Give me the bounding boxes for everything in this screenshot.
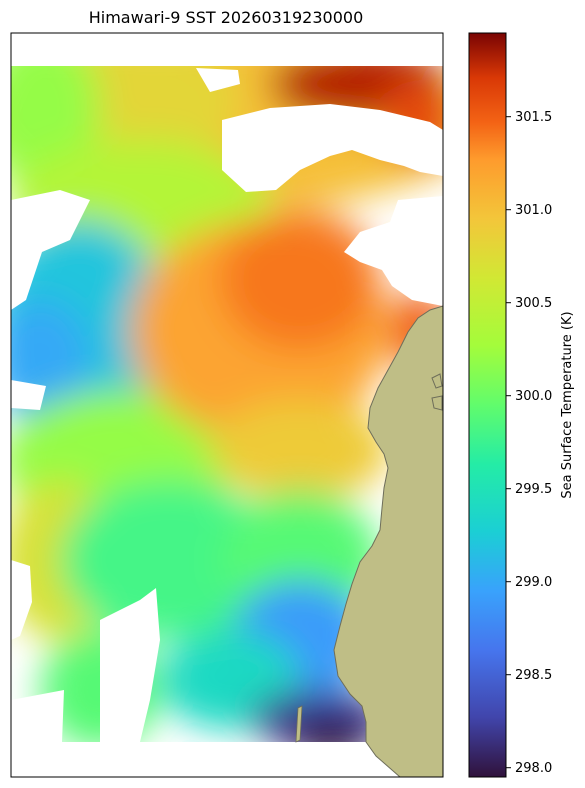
- chart-title: Himawari-9 SST 20260319230000: [89, 8, 364, 27]
- island-2: [431, 395, 443, 411]
- colorbar-gradient: [469, 33, 506, 777]
- colorbar-frame: [468, 32, 507, 778]
- colorbar-tick-label: 299.0: [515, 575, 552, 590]
- colorbar-tick-label: 300.5: [515, 296, 552, 311]
- colorbar-label: Sea Surface Temperature (K): [560, 311, 575, 498]
- colorbar-tick-label: 298.5: [515, 668, 552, 683]
- island: [431, 373, 443, 389]
- colorbar-tick-label: 298.0: [515, 761, 552, 776]
- missing-north-patch: [196, 68, 240, 92]
- missing-southwest-patch: [11, 690, 64, 742]
- land-mass: [333, 305, 443, 777]
- missing-south-patch: [100, 588, 160, 742]
- missing-cloud-band-1: [222, 104, 443, 192]
- colorbar-ticks: 298.0 298.5 299.0 299.5 300.0 300.5 301.0 301.5: [506, 110, 552, 776]
- missing-west-patch: [11, 190, 90, 310]
- missing-west-patch-2: [11, 380, 46, 410]
- islet: [295, 705, 303, 743]
- colorbar: 298.0 298.5 299.0 299.5 300.0 300.5 301.0 301.5…: [468, 32, 575, 778]
- map-frame: [10, 32, 444, 778]
- colorbar-tick-label: 300.0: [515, 389, 552, 404]
- sst-map: [11, 33, 443, 777]
- sst-blob: [220, 210, 380, 350]
- colorbar-tick-label: 299.5: [515, 482, 552, 497]
- missing-data-areas: [11, 33, 443, 777]
- missing-west-patch-3: [11, 560, 32, 640]
- sst-blob: [210, 400, 390, 500]
- colorbar-tick-label: 301.0: [515, 203, 552, 218]
- missing-top-band: [11, 33, 443, 66]
- colorbar-tick-label: 301.5: [515, 110, 552, 125]
- sst-blob: [60, 480, 280, 640]
- missing-cloud-band-2: [344, 196, 443, 306]
